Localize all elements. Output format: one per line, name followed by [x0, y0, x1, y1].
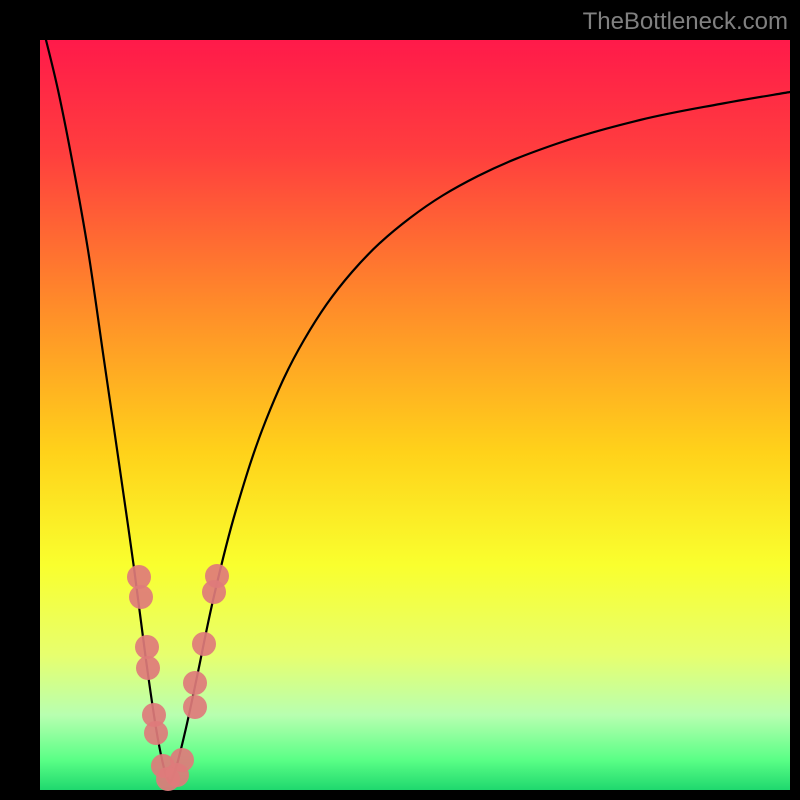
watermark-text: TheBottleneck.com	[583, 8, 788, 36]
gradient-plot-area	[40, 40, 790, 790]
chart-container	[0, 0, 800, 800]
